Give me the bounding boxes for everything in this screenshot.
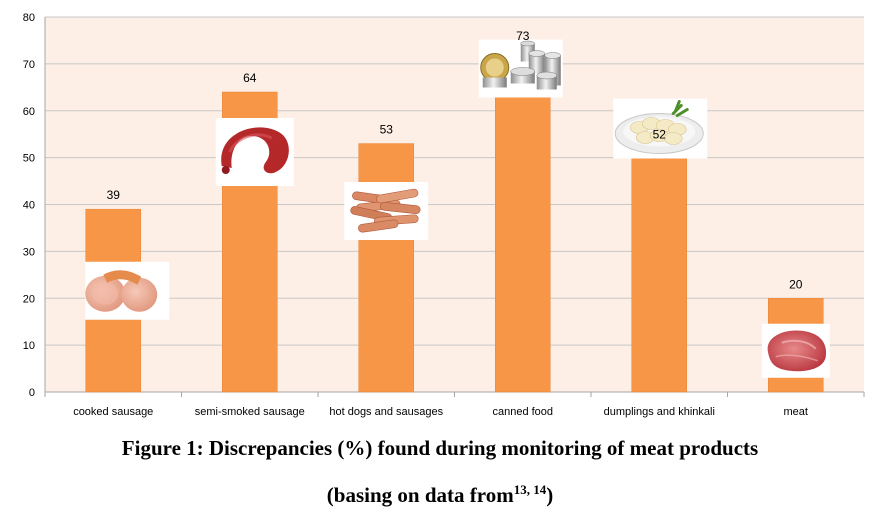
data-label: 64 — [243, 71, 257, 85]
data-label: 73 — [516, 29, 530, 43]
bar-chart: 0 10 20 30 40 50 60 70 80 — [23, 12, 865, 418]
caption-prefix: (basing on data from — [326, 483, 514, 507]
figure-caption-line2: (basing on data from13, 14) — [0, 482, 880, 508]
x-tick-label: hot dogs and sausages — [329, 406, 443, 418]
x-tick-label: semi-smoked sausage — [195, 406, 305, 418]
meat-photo — [761, 323, 830, 378]
y-tick-label: 50 — [23, 153, 35, 165]
x-tick-label: dumplings and khinkali — [604, 406, 715, 418]
dumplings-photo — [613, 98, 708, 159]
x-tick-label: canned food — [492, 406, 553, 418]
data-label: 39 — [107, 188, 121, 202]
figure-caption-line1: Figure 1: Discrepancies (%) found during… — [121, 436, 759, 460]
data-label: 52 — [653, 127, 667, 141]
bar — [358, 143, 414, 393]
y-tick-label: 60 — [23, 106, 35, 118]
y-tick-label: 80 — [23, 12, 35, 24]
x-tick-label: cooked sausage — [73, 406, 153, 418]
data-label: 20 — [789, 277, 803, 291]
y-tick-label: 70 — [23, 59, 35, 71]
y-tick-label: 0 — [29, 387, 35, 399]
bar — [631, 148, 687, 393]
caption-suffix: ) — [546, 483, 554, 507]
semi-smoked-sausage-photo — [215, 118, 294, 186]
bar — [495, 49, 551, 393]
caption-references: 13, 14 — [513, 482, 547, 497]
x-tick-label: meat — [784, 406, 808, 418]
y-tick-label: 10 — [23, 340, 35, 352]
hot-dogs-photo — [344, 182, 429, 240]
canned-food-photo — [478, 39, 563, 98]
cooked-sausage-photo — [85, 261, 170, 320]
y-tick-label: 30 — [23, 246, 35, 258]
y-tick-label: 20 — [23, 293, 35, 305]
y-tick-label: 40 — [23, 200, 35, 212]
data-label: 53 — [380, 123, 394, 137]
